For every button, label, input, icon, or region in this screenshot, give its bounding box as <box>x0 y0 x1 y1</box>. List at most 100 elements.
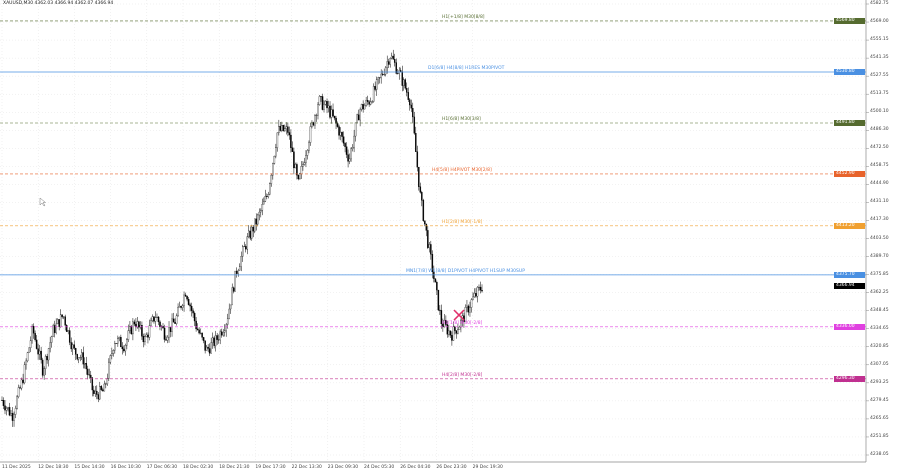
candle-body <box>100 386 103 390</box>
candle-body <box>178 306 181 308</box>
candle-body <box>10 413 12 416</box>
candle-body <box>112 350 115 354</box>
price-axis-label: 4486.30 <box>870 127 889 133</box>
price-axis-label: 4375.85 <box>870 271 889 277</box>
candle-body <box>216 335 218 340</box>
candle-body <box>108 361 110 379</box>
candle-body <box>171 318 173 332</box>
candle-body <box>222 332 224 336</box>
candle-body <box>148 325 151 338</box>
candle-body <box>243 246 246 248</box>
candle-body <box>62 316 65 318</box>
candle-body <box>324 101 327 105</box>
candle-body <box>311 122 313 127</box>
time-axis-label: 19 Dec 17:30 <box>255 465 286 470</box>
candle-body <box>475 293 477 297</box>
candle-body <box>251 226 253 239</box>
candle-body <box>272 163 274 176</box>
candle-body <box>219 331 221 341</box>
candle-body <box>231 287 233 306</box>
time-axis-label: 15 Dec 14:30 <box>74 465 105 470</box>
candle-body <box>175 315 178 324</box>
candle-body <box>59 314 62 327</box>
candle-body <box>264 196 267 202</box>
candle-body <box>74 348 77 355</box>
candle-body <box>413 116 416 134</box>
candle-body <box>261 203 264 211</box>
candle-body <box>181 305 184 308</box>
candle-body <box>284 128 286 131</box>
candle-body <box>127 330 130 340</box>
price-axis-label: 4444.90 <box>870 181 889 187</box>
candle-body <box>263 201 265 205</box>
candle-body <box>439 309 441 311</box>
time-axis-label: 24 Dec 05:30 <box>364 465 395 470</box>
candle-body <box>169 327 172 332</box>
candle-body <box>287 126 289 133</box>
candle-body <box>50 336 53 343</box>
candle-body <box>121 346 124 350</box>
candle-body <box>258 211 261 216</box>
candle-body <box>446 324 449 335</box>
candle-body <box>163 327 166 340</box>
candle-body <box>478 286 480 288</box>
candle-body <box>226 318 229 325</box>
time-axis-label: 22 Dec 13:30 <box>291 465 322 470</box>
candle-body <box>114 343 116 351</box>
candle-body <box>342 136 345 144</box>
candle-body <box>347 154 349 162</box>
current-price-badge: 4366.94 <box>834 283 865 290</box>
candle-body <box>276 132 279 148</box>
candle-body <box>183 294 185 306</box>
price-axis-label: 4265.65 <box>870 415 889 421</box>
candle-body <box>381 73 384 75</box>
candle-body <box>437 289 440 311</box>
candle-body <box>187 299 190 305</box>
candle-body <box>306 150 309 156</box>
level-label: H4[5/8] H4PIVOT M30[2/8] <box>432 167 492 173</box>
candle-body <box>111 353 113 356</box>
candle-body <box>418 166 420 187</box>
candle-body <box>470 299 473 308</box>
candle-body <box>396 73 399 75</box>
candle-body <box>55 323 57 333</box>
candle-body <box>85 363 88 370</box>
time-axis-label: 16 Dec 10:30 <box>110 465 141 470</box>
candle-body <box>56 319 59 325</box>
candle-body <box>317 104 319 116</box>
time-axis-label: 11 Dec 2025 <box>2 465 31 470</box>
candle-body <box>76 354 78 360</box>
candle-body <box>117 338 119 344</box>
candle-body <box>401 71 404 86</box>
candle-body <box>136 321 139 328</box>
candle-body <box>293 151 295 169</box>
candle-body <box>11 413 14 421</box>
candle-body <box>31 326 33 341</box>
candle-body <box>151 316 154 321</box>
candle-body <box>333 115 336 119</box>
price-axis-label: 4458.75 <box>870 163 889 169</box>
candle-body <box>279 125 282 131</box>
time-axis-label: 12 Dec 18:30 <box>38 465 69 470</box>
time-axis-label: 26 Dec 23:30 <box>436 465 467 470</box>
candle-body <box>375 79 378 90</box>
candle-body <box>225 324 227 331</box>
candle-body <box>135 323 137 328</box>
candle-body <box>217 339 220 341</box>
candle-body <box>479 286 482 291</box>
level-price-badge: 4569.80 <box>834 17 865 24</box>
candle-body <box>464 307 467 323</box>
level-price-badge: 4491.80 <box>834 119 865 126</box>
candle-body <box>29 340 32 349</box>
price-axis-label: 4251.85 <box>870 433 889 439</box>
candle-body <box>87 368 89 375</box>
candle-body <box>210 342 212 354</box>
candle-body <box>457 329 459 334</box>
price-axis-label: 4293.25 <box>870 379 889 385</box>
candle-body <box>234 270 236 292</box>
level-label: H1[2/8] M30[-1/8] <box>442 219 483 225</box>
level-label: MN1[7/8] W1[8/8] D1PIVOT H4PIVOT H1SUP M… <box>406 268 525 274</box>
candle-body <box>428 244 431 248</box>
candle-body <box>430 244 432 255</box>
